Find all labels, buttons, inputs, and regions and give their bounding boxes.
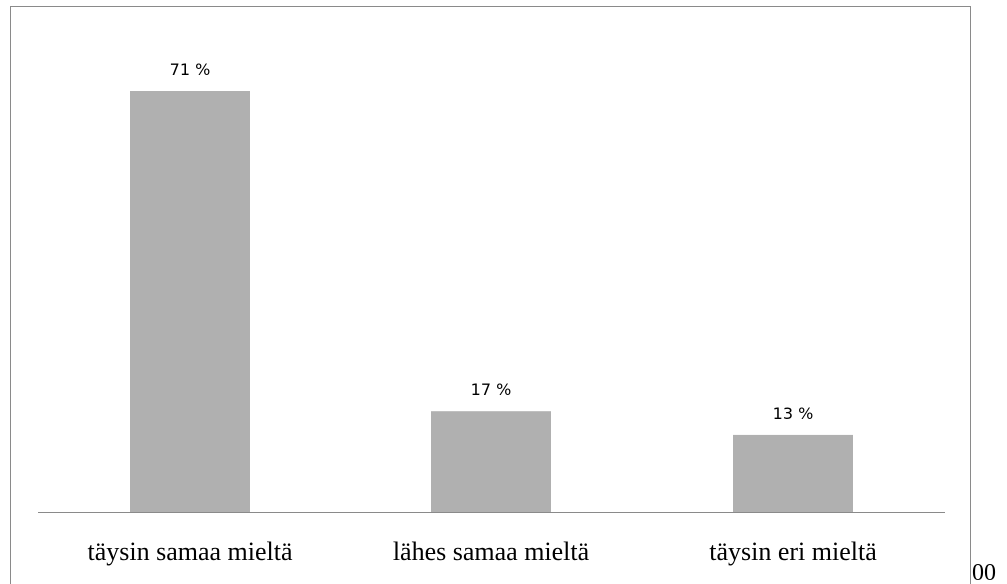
- value-label: 71 %: [170, 60, 211, 79]
- value-label: 13 %: [773, 404, 814, 423]
- category-label: lähes samaa mieltä: [393, 537, 590, 566]
- bar: [130, 91, 250, 512]
- bar: [431, 411, 551, 512]
- value-label: 17 %: [471, 380, 512, 399]
- category-label: täysin samaa mieltä: [87, 537, 293, 566]
- bar: [733, 434, 853, 512]
- category-label: täysin eri mieltä: [709, 537, 877, 566]
- annotation: 00: [972, 560, 996, 584]
